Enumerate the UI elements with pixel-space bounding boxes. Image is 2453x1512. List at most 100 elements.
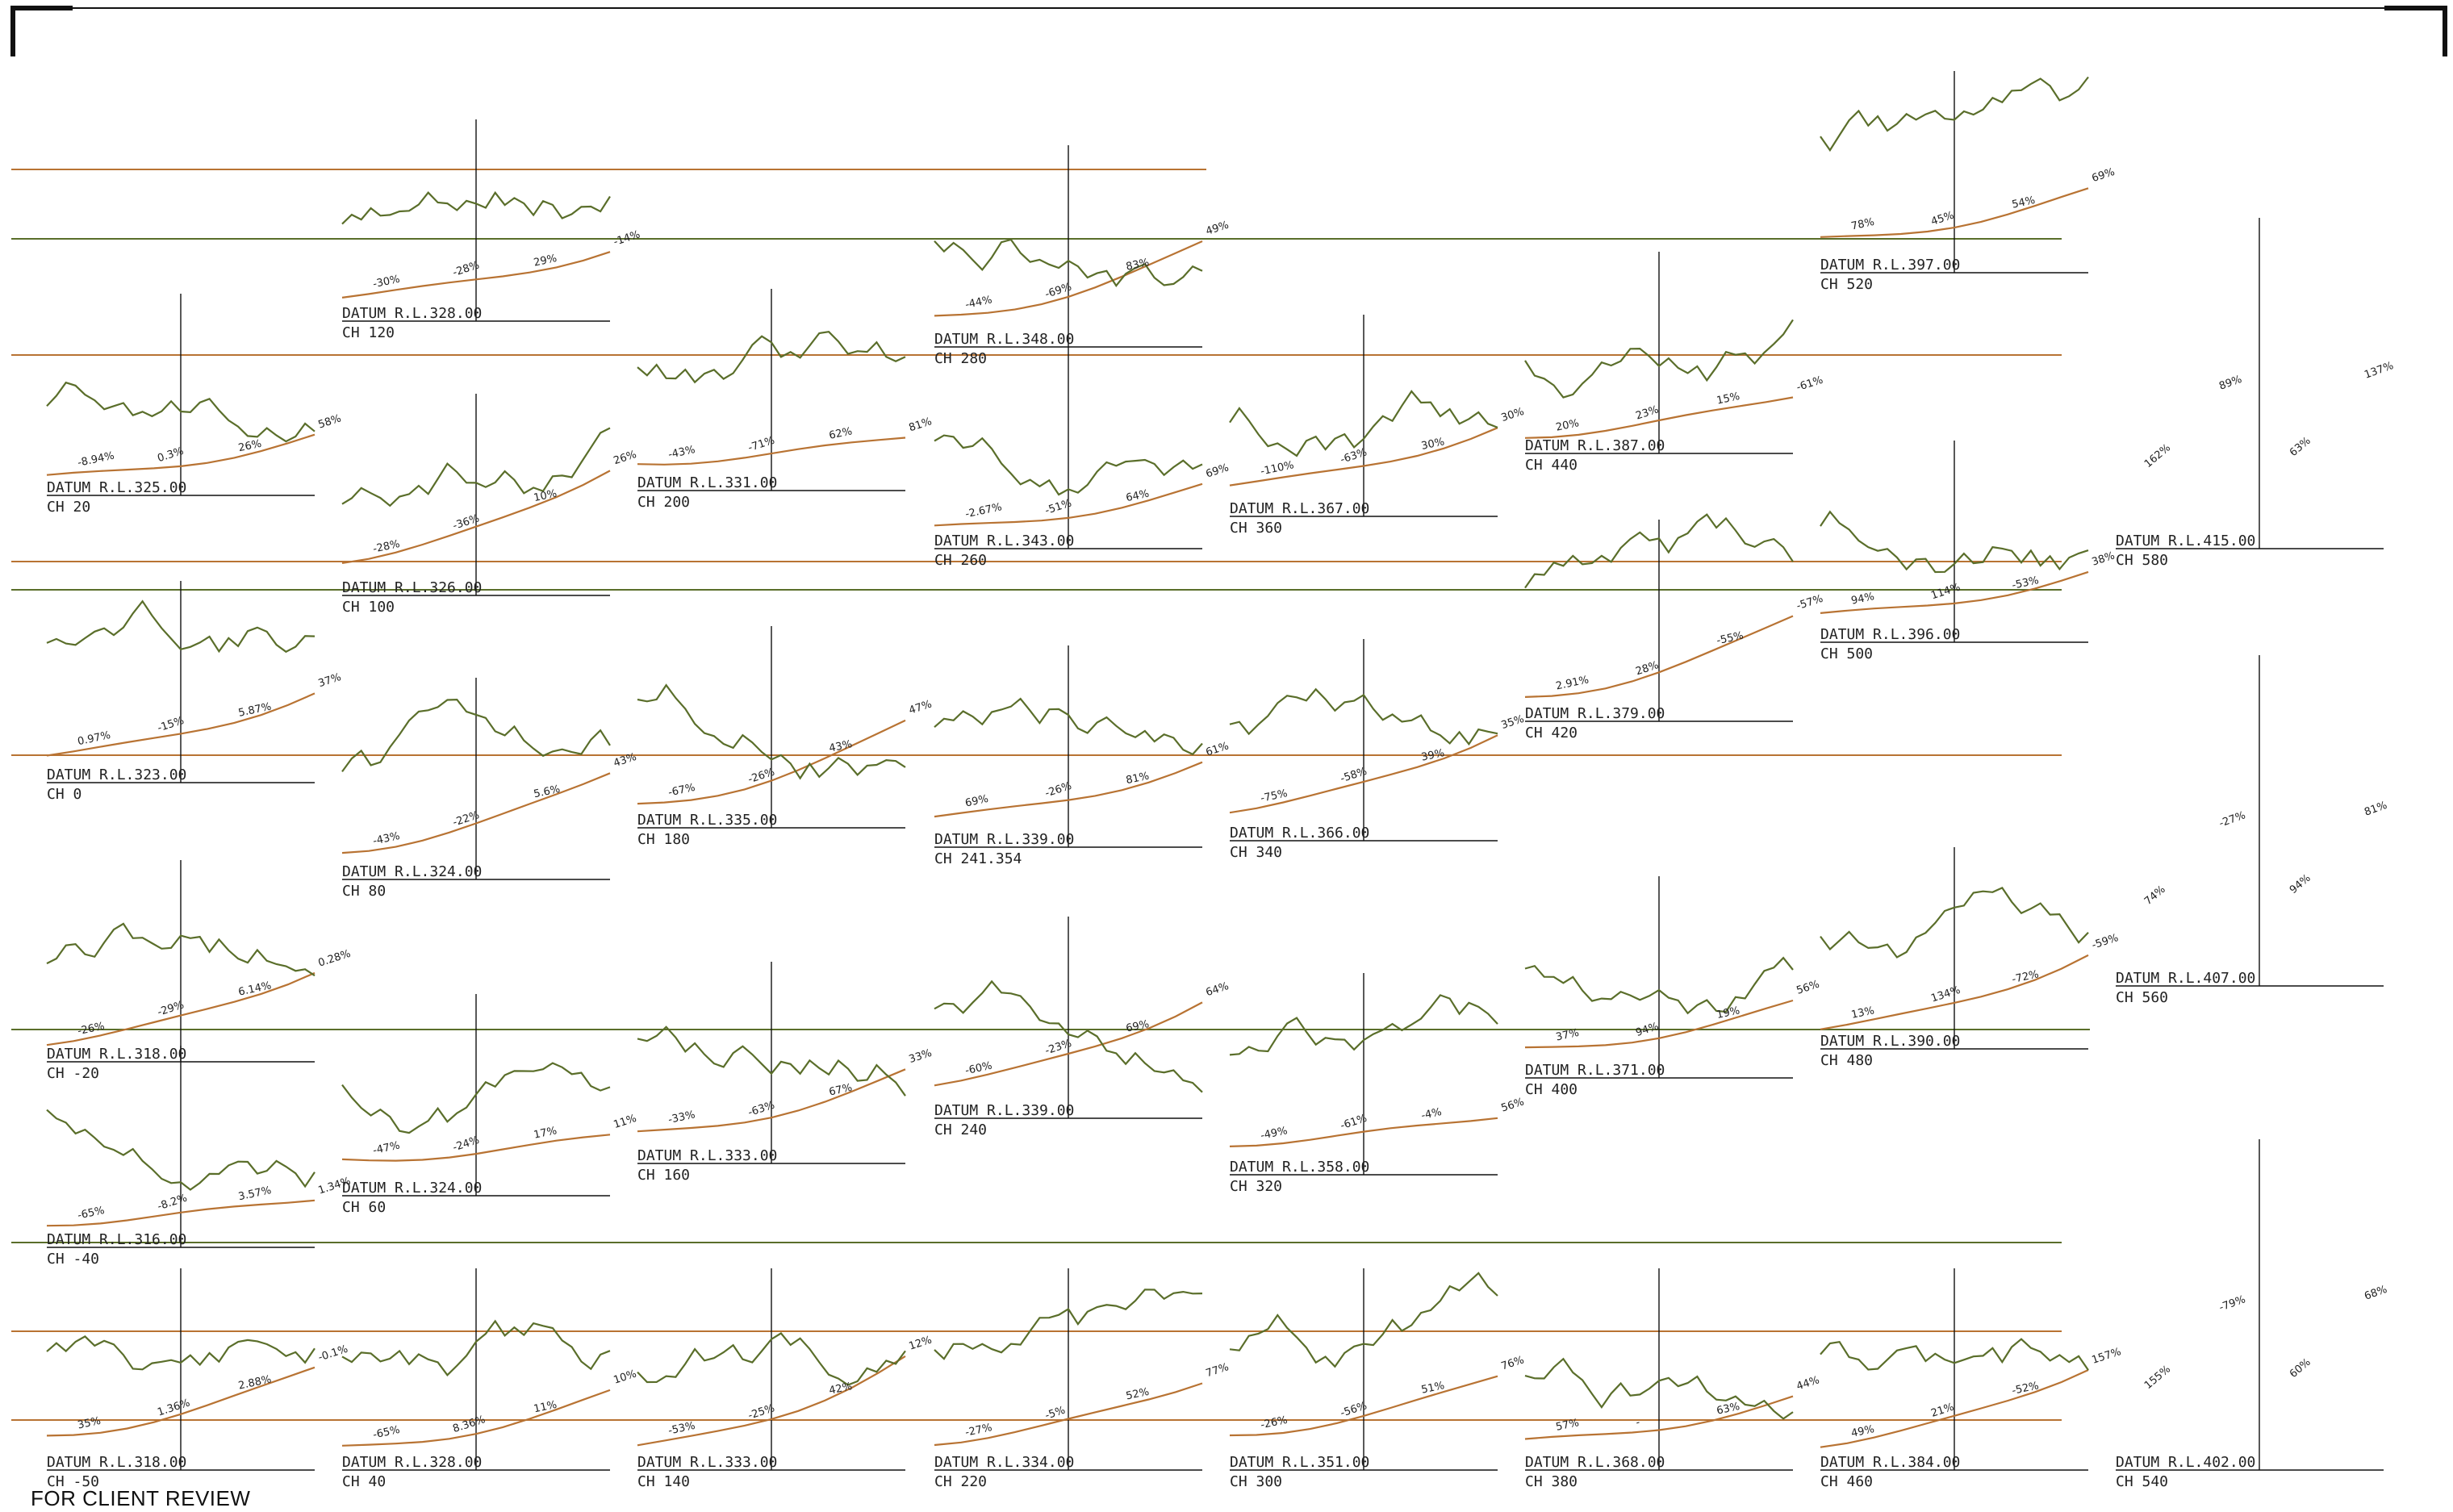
slope-label: -110% <box>1260 459 1295 478</box>
slope-label: 83% <box>1125 257 1150 274</box>
datum-label: DATUM R.L.323.00 <box>47 766 186 783</box>
slope-label: 56% <box>1795 979 1821 997</box>
ground-profile <box>341 427 611 507</box>
design-profile <box>1820 570 2089 614</box>
design-profile <box>46 692 316 757</box>
datum-label: DATUM R.L.339.00 <box>934 1102 1074 1119</box>
chainage-label: CH 520 <box>1820 276 1873 293</box>
section-panel: DATUM R.L.407.00 CH 560 74% -27% 94% 81% <box>2116 655 2389 1006</box>
chainage-label: CH 220 <box>934 1473 987 1490</box>
slope-label: 28% <box>1634 659 1660 678</box>
design-profile <box>1524 615 1794 698</box>
section-panel: DATUM R.L.415.00 CH 580 162% 89% 63% 137% <box>2116 218 2395 569</box>
design-profile <box>1524 396 1794 439</box>
ground-profile <box>341 190 611 225</box>
chainage-label: CH 240 <box>934 1121 987 1138</box>
slope-label: -49% <box>1260 1125 1289 1142</box>
slope-label: 69% <box>1125 1018 1150 1035</box>
chainage-label: CH 140 <box>637 1473 690 1490</box>
slope-label: 11% <box>612 1113 638 1131</box>
slope-label: 61% <box>1205 740 1231 758</box>
datum-label: DATUM R.L.371.00 <box>1525 1062 1665 1079</box>
slope-label: 76% <box>1500 1354 1526 1372</box>
ground-profile <box>341 1062 611 1134</box>
slope-label: 49% <box>1850 1423 1875 1440</box>
slope-label: 33% <box>908 1047 934 1066</box>
design-profile <box>46 433 316 476</box>
slope-label: 12% <box>908 1334 934 1353</box>
design-profile <box>1820 187 2089 238</box>
slope-label: 38% <box>2091 550 2117 569</box>
ground-profile <box>1524 956 1794 1015</box>
slope-label: 11% <box>533 1399 558 1416</box>
slope-label: 67% <box>828 1082 853 1099</box>
ground-profile <box>934 434 1203 496</box>
datum-label: DATUM R.L.358.00 <box>1230 1159 1369 1176</box>
slope-label: -33% <box>667 1109 696 1126</box>
slope-label: -60% <box>964 1060 993 1078</box>
ground-profile <box>1524 319 1794 399</box>
ground-profile <box>46 599 316 654</box>
chainage-label: CH 360 <box>1230 520 1282 537</box>
slope-label: -65% <box>372 1424 401 1442</box>
datum-label: DATUM R.L.367.00 <box>1230 500 1369 517</box>
slope-label: 94% <box>1850 591 1875 608</box>
ground-profile <box>1820 76 2089 152</box>
ground-profile <box>1229 994 1498 1056</box>
slope-label: 81% <box>2363 800 2388 819</box>
datum-label: DATUM R.L.348.00 <box>934 331 1074 348</box>
slope-label: -4% <box>1420 1106 1443 1122</box>
slope-label: 137% <box>2363 360 2395 382</box>
datum-label: DATUM R.L.384.00 <box>1820 1454 1960 1471</box>
slope-label: 74% <box>2142 883 2168 908</box>
ground-profile <box>1524 513 1794 589</box>
slope-label: 64% <box>1125 488 1150 505</box>
design-profile <box>637 1355 906 1447</box>
datum-label: DATUM R.L.335.00 <box>637 812 777 829</box>
section-panel: DATUM R.L.368.00 CH 380 57% - 63% 44% <box>1524 1268 1821 1490</box>
slope-label: 37% <box>317 671 343 690</box>
slope-label: 78% <box>1850 216 1875 233</box>
datum-label: DATUM R.L.328.00 <box>342 1454 482 1471</box>
datum-label: DATUM R.L.331.00 <box>637 474 777 491</box>
chainage-label: CH 480 <box>1820 1052 1873 1069</box>
slope-label: 20% <box>1555 417 1580 434</box>
slope-label: 81% <box>908 416 934 434</box>
slope-label: -27% <box>964 1422 993 1439</box>
design-profile <box>1820 1368 2089 1448</box>
slope-label: 89% <box>2217 374 2243 393</box>
design-profile <box>1229 1375 1498 1437</box>
ground-profile <box>637 1025 906 1096</box>
slope-label: -44% <box>964 294 993 311</box>
ground-profile <box>46 381 316 443</box>
datum-label: DATUM R.L.328.00 <box>342 305 482 322</box>
chainage-label: CH 340 <box>1230 844 1282 861</box>
slope-label: -43% <box>372 830 401 848</box>
datum-label: DATUM R.L.407.00 <box>2116 970 2255 987</box>
datum-label: DATUM R.L.366.00 <box>1230 825 1369 842</box>
slope-label: 43% <box>828 738 853 755</box>
ground-profile <box>341 698 611 773</box>
slope-label: 35% <box>77 1415 102 1432</box>
chainage-label: CH -50 <box>47 1473 99 1490</box>
chainage-label: CH 320 <box>1230 1178 1282 1195</box>
slope-label: 44% <box>1795 1374 1821 1393</box>
design-profile <box>46 1366 316 1437</box>
slope-label: 2.91% <box>1555 674 1590 692</box>
slope-label: 51% <box>1420 1380 1445 1397</box>
slope-label: - <box>1634 1416 1641 1429</box>
slope-label: -28% <box>372 538 401 556</box>
slope-label: 29% <box>533 253 558 269</box>
chainage-label: CH 20 <box>47 499 90 516</box>
slope-label: 52% <box>1125 1386 1150 1403</box>
